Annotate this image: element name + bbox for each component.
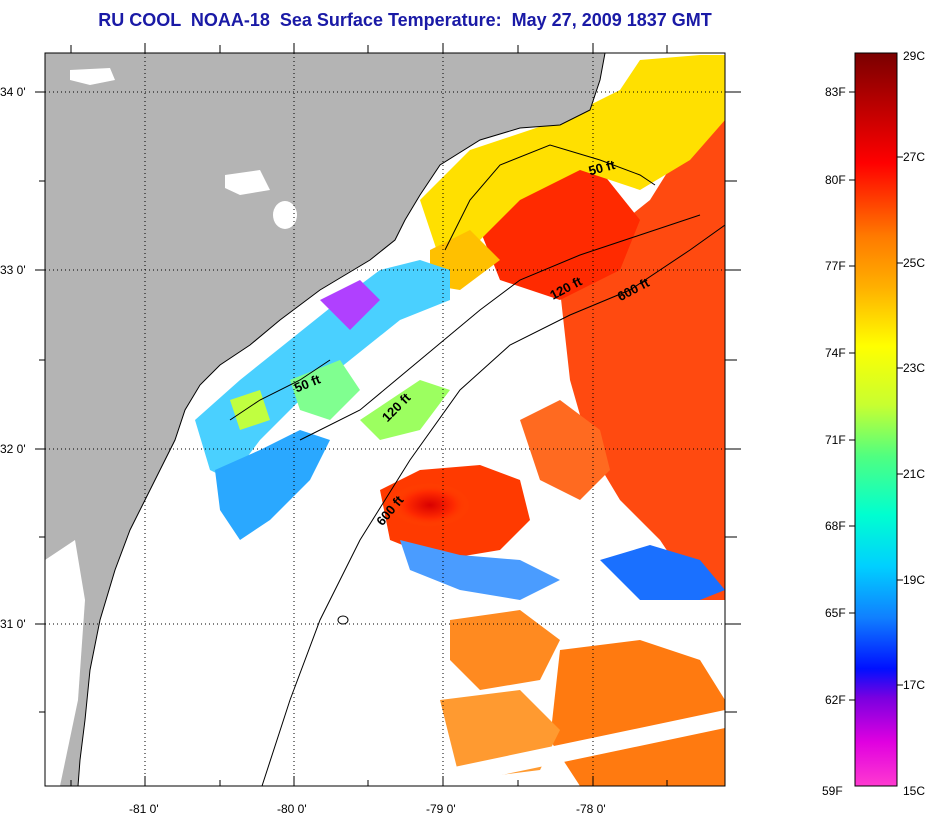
colorbar-f-77: 77F (825, 259, 846, 273)
colorbar-c-23: 23C (903, 361, 925, 375)
colorbar-f-80: 80F (825, 173, 846, 187)
colorbar-c-17: 17C (903, 678, 925, 692)
land-mass (45, 53, 605, 786)
nearshore-warm-band (420, 55, 725, 260)
isobath-120ft (299, 214, 701, 441)
lon-label-80: -80 0' (277, 802, 307, 816)
cloud-swath (440, 710, 725, 786)
colorbar-c-21: 21C (903, 467, 925, 481)
lon-label-81: -81 0' (129, 802, 159, 816)
lon-label-78: -78 0' (576, 802, 606, 816)
colorbar-f-68: 68F (825, 519, 846, 533)
isobath-50ft-south (229, 359, 331, 421)
map-title: RU COOL NOAA-18 Sea Surface Temperature:… (98, 10, 712, 30)
colorbar-c-25: 25C (903, 256, 925, 270)
isobath-50ft-north (444, 144, 656, 251)
colorbar-f-59: 59F (822, 784, 843, 798)
lat-label-32: 32 0' (0, 442, 26, 456)
colorbar: 83F 80F 77F 74F 71F 68F 65F 62F 59F 29C … (822, 49, 925, 798)
map-frame (44, 52, 726, 787)
colorbar-c-29: 29C (903, 49, 925, 63)
lat-label-31: 31 0' (0, 617, 26, 631)
warm-water-region (560, 80, 725, 600)
colorbar-f-83: 83F (825, 85, 846, 99)
axis-ticks (35, 43, 741, 786)
contour-label-50ft-north: 50 ft (587, 157, 617, 179)
lat-label-33: 33 0' (0, 263, 26, 277)
lon-label-79: -79 0' (426, 802, 456, 816)
colorbar-c-27: 27C (903, 150, 925, 164)
colorbar-c-19: 19C (903, 573, 925, 587)
isobath-600ft (261, 224, 725, 786)
graticule (45, 53, 725, 786)
colorbar-gradient (854, 52, 898, 787)
colorbar-f-65: 65F (825, 606, 846, 620)
colorbar-f-71: 71F (825, 433, 846, 447)
colorbar-f-74: 74F (825, 346, 846, 360)
lat-label-34: 34 0' (0, 85, 26, 99)
colorbar-c-15: 15C (903, 784, 925, 798)
colorbar-f-62: 62F (825, 693, 846, 707)
map-panel: 50 ft 120 ft 600 ft 50 ft 120 ft 600 ft (45, 53, 725, 786)
